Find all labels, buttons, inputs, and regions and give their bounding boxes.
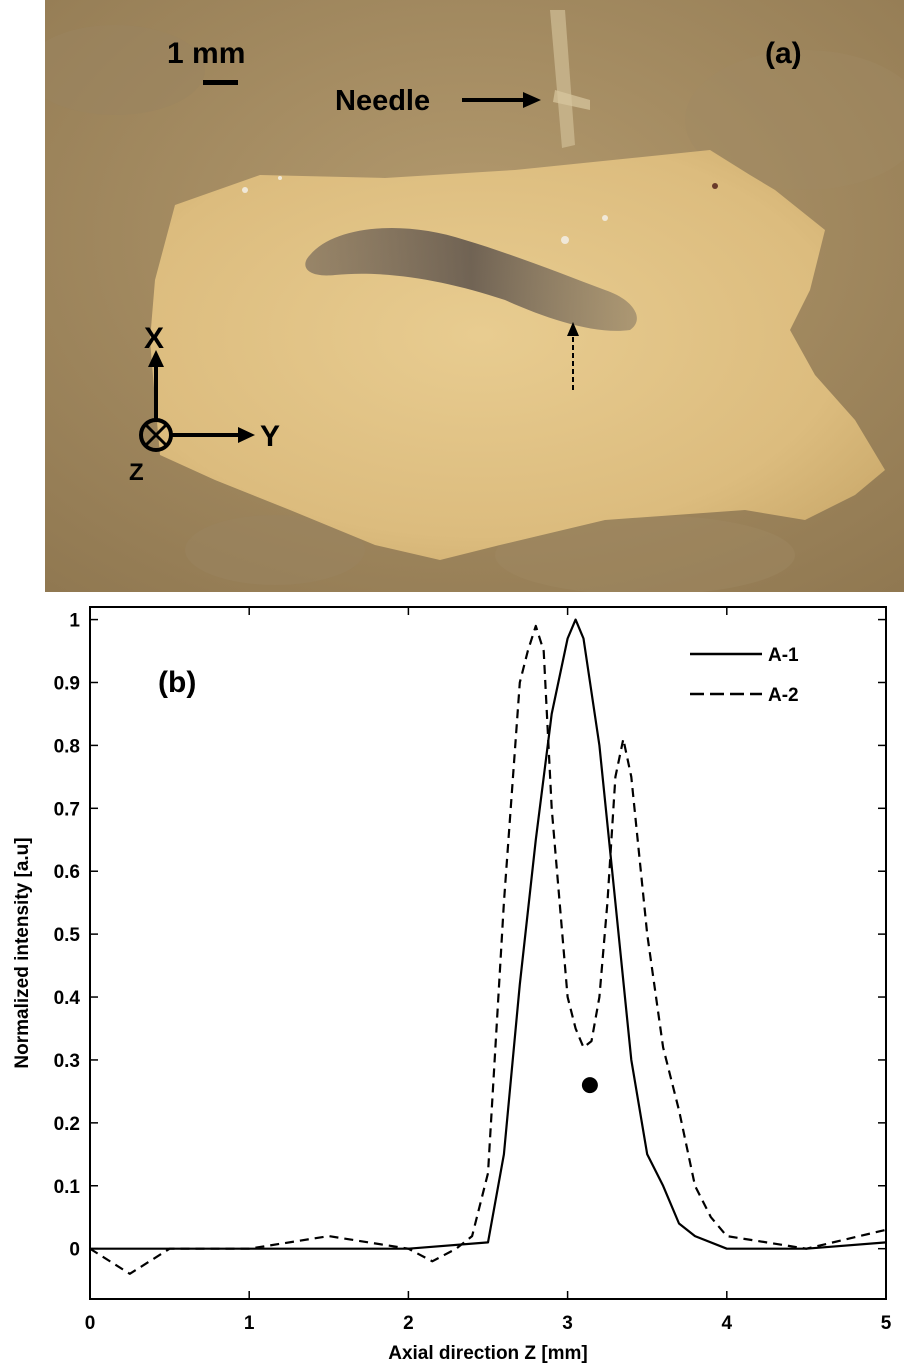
legend-label: A-1: [768, 645, 799, 666]
reflection-spot: [242, 187, 248, 193]
legend-label: A-2: [768, 685, 799, 706]
tissue-photo-panel: 1 mm (a) Needle X Y Z: [45, 0, 904, 592]
y-tick-label: 1: [69, 611, 80, 632]
y-tick-label: 0.1: [54, 1177, 81, 1198]
lesion-arrow-head: [567, 322, 579, 336]
x-axis-label: Axial direction Z [mm]: [388, 1343, 588, 1364]
series-line-A-2: [89, 624, 887, 1275]
needle-shape: [550, 10, 575, 148]
x-tick-label: 0: [85, 1313, 96, 1334]
reflection-spot: [278, 176, 282, 180]
x-tick-label: 3: [562, 1313, 573, 1334]
background-blob: [685, 50, 904, 190]
needle-arrow-head: [523, 92, 541, 108]
background-blob: [185, 515, 365, 585]
marker-dot: [581, 1077, 598, 1094]
plot-frame: [89, 606, 887, 1300]
x-tick-label: 2: [403, 1313, 414, 1334]
tissue-spot: [712, 183, 718, 189]
needle-label: Needle: [335, 85, 430, 117]
y-tick-label: 0.9: [54, 673, 80, 694]
y-tick-label: 0.6: [54, 862, 80, 883]
panel-a-label: (a): [765, 37, 802, 70]
y-tick-label: 0: [69, 1240, 80, 1261]
legend: A-1 A-2: [690, 645, 799, 706]
y-tick-label: 0.8: [54, 736, 80, 757]
y-tick-label: 0.5: [54, 925, 81, 946]
y-tick-label: 0.4: [54, 988, 81, 1009]
reflection-spot: [561, 236, 569, 244]
needle-tip: [553, 90, 590, 110]
x-tick-label: 4: [722, 1313, 733, 1334]
tissue-photo: 1 mm (a) Needle X Y Z: [45, 0, 904, 592]
scale-bar: [203, 80, 238, 85]
x-tick-label: 1: [244, 1313, 255, 1334]
x-tick-label: 5: [881, 1313, 892, 1334]
panel-b-label: (b): [158, 666, 196, 699]
ablation-lesion: [305, 228, 637, 331]
background-blob: [45, 25, 205, 115]
y-axis-label: Normalized intensity [a.u]: [12, 837, 33, 1068]
axis-y-label: Y: [260, 420, 280, 453]
coordinate-axes-icon: [139, 350, 255, 452]
axis-x-label: X: [144, 322, 164, 355]
y-tick-label: 0.7: [54, 799, 80, 820]
series-line-A-1: [90, 618, 887, 1250]
axis-z-label: Z: [129, 459, 144, 486]
background-blob: [495, 515, 795, 592]
y-tick-label: 0.3: [54, 1051, 80, 1072]
intensity-chart: 0 1 2 3 4 500.10.20.30.40.50.60.70.80.91 (b) …: [12, 606, 892, 1364]
reflection-spot: [602, 215, 608, 221]
scale-bar-label: 1 mm: [167, 37, 245, 70]
y-tick-label: 0.2: [54, 1114, 80, 1135]
